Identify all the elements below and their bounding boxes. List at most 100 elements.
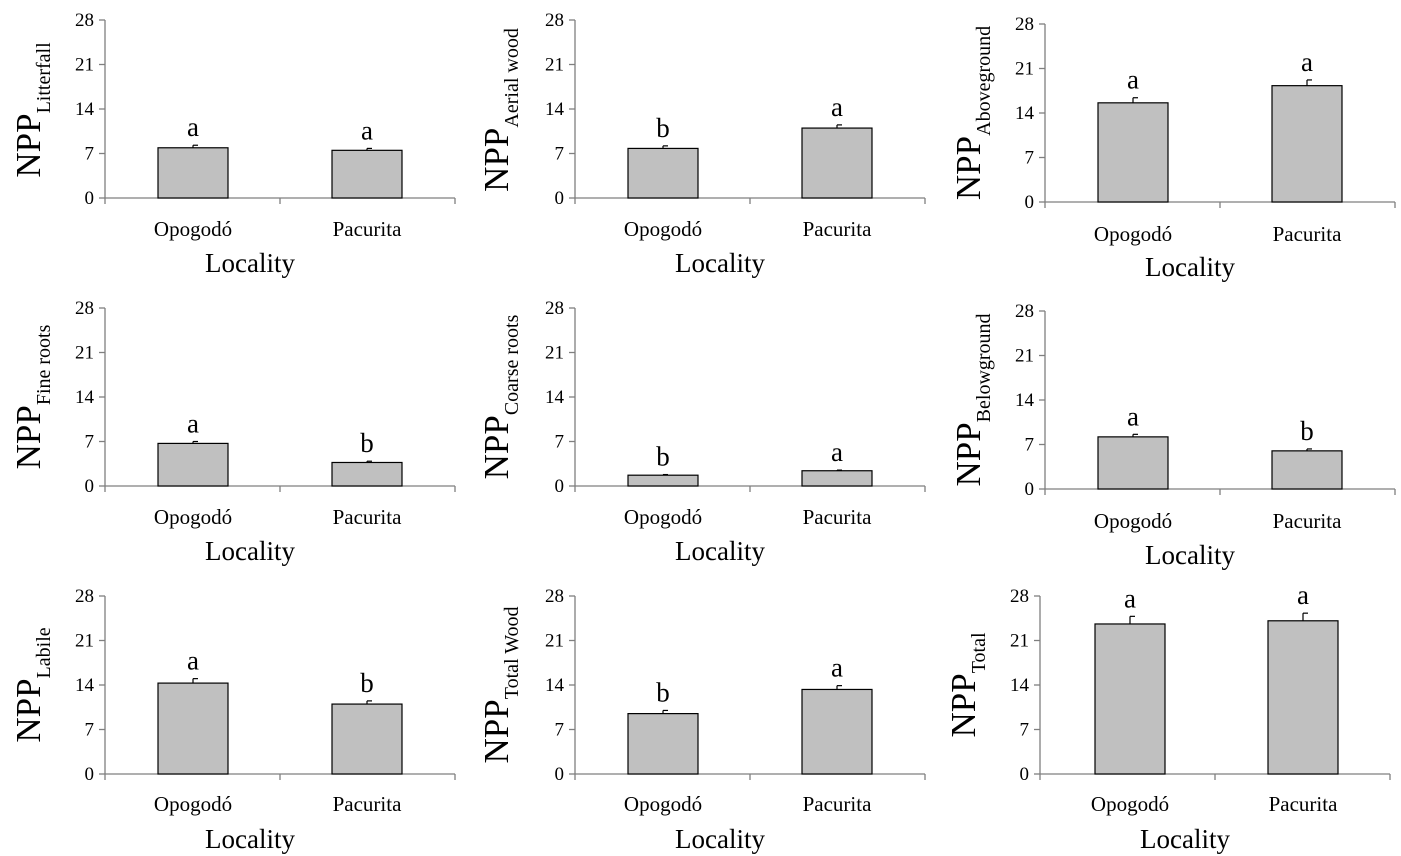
y-axis-title-main: NPP: [477, 128, 516, 192]
x-axis-title: Locality: [675, 824, 765, 854]
y-axis-title-main: NPP: [477, 699, 516, 763]
significance-letter: a: [1127, 401, 1139, 431]
bar-opogodó: [627, 713, 699, 775]
y-tick-label: 0: [555, 764, 565, 785]
chart-panel-1: 0 7 14 21 28 a Opogodó a Pacurita Locality NPPLitt…: [9, 10, 456, 278]
category-label: Opogodó: [1094, 509, 1172, 533]
significance-letter: a: [187, 112, 199, 142]
y-axis-title-subscript: Total Wood: [501, 607, 523, 700]
significance-letter: a: [1127, 65, 1139, 95]
significance-letter: b: [360, 668, 374, 698]
category-label: Pacurita: [803, 792, 872, 816]
y-axis-title-subscript: Labile: [33, 627, 55, 678]
y-tick-label: 14: [545, 387, 565, 408]
y-tick-label: 0: [1020, 764, 1030, 785]
category-label: Pacurita: [333, 505, 402, 529]
significance-letter: b: [1300, 416, 1314, 446]
bar-opogodó: [1097, 436, 1169, 490]
significance-letter: a: [831, 437, 843, 467]
category-label: Pacurita: [1273, 222, 1342, 246]
y-axis-title: NPPBelowground: [949, 313, 995, 486]
y-tick-label: 21: [545, 55, 564, 76]
category-label: Pacurita: [1273, 509, 1342, 533]
category-label: Opogodó: [1094, 222, 1172, 246]
significance-letter: a: [1124, 583, 1136, 613]
y-tick-label: 28: [545, 586, 564, 607]
significance-letter: b: [360, 428, 374, 458]
y-axis-title: NPPAerial wood: [477, 28, 523, 192]
y-tick-label: 28: [1015, 301, 1034, 322]
y-tick-label: 14: [545, 675, 565, 696]
y-tick-label: 0: [1025, 479, 1035, 500]
significance-letter: a: [1297, 580, 1309, 610]
y-axis-title: NPPFine roots: [9, 324, 55, 469]
category-label: Opogodó: [624, 792, 702, 816]
category-label: Pacurita: [803, 217, 872, 241]
category-label: Opogodó: [154, 217, 232, 241]
chart-panel-9: 0 7 14 21 28 a Opogodó a Pacurita Locality NPPTota…: [944, 580, 1391, 854]
y-tick-label: 28: [1010, 586, 1029, 607]
y-tick-label: 28: [545, 10, 564, 31]
significance-letter: b: [656, 442, 670, 472]
significance-letter: a: [1301, 47, 1313, 77]
y-axis-title-main: NPP: [477, 415, 516, 479]
y-tick-label: 7: [1020, 720, 1030, 741]
y-axis-title-subscript: Belowground: [973, 313, 995, 422]
bar-pacurita: [1271, 85, 1343, 203]
chart-panel-2: 0 7 14 21 28 b Opogodó a Pacurita Locality NPPAeri…: [477, 10, 926, 278]
y-axis-title-subscript: Aboveground: [973, 26, 995, 136]
y-tick-label: 14: [75, 99, 95, 120]
y-tick-label: 28: [75, 586, 94, 607]
y-tick-label: 0: [85, 188, 95, 209]
y-tick-label: 21: [1015, 59, 1034, 80]
significance-letter: a: [187, 646, 199, 676]
y-tick-label: 21: [545, 343, 564, 364]
y-tick-label: 7: [85, 144, 95, 165]
significance-letter: b: [656, 113, 670, 143]
y-axis-title-subscript: Aerial wood: [501, 28, 523, 127]
category-label: Pacurita: [333, 217, 402, 241]
bar-pacurita: [1271, 450, 1343, 490]
bar-opogodó: [157, 442, 229, 487]
bar-pacurita: [331, 461, 403, 487]
significance-letter: b: [656, 677, 670, 707]
y-axis-title-main: NPP: [949, 136, 988, 200]
y-tick-label: 21: [75, 55, 94, 76]
y-axis-title: NPPTotal Wood: [477, 607, 523, 764]
y-tick-label: 7: [555, 144, 565, 165]
y-tick-label: 14: [75, 387, 95, 408]
x-axis-title: Locality: [1145, 540, 1235, 570]
y-tick-label: 28: [1015, 14, 1034, 35]
category-label: Opogodó: [154, 505, 232, 529]
significance-letter: a: [187, 409, 199, 439]
y-tick-label: 0: [555, 188, 565, 209]
y-tick-label: 21: [545, 631, 564, 652]
bar-opogodó: [1094, 623, 1166, 775]
y-tick-label: 14: [1015, 103, 1035, 124]
x-axis-title: Locality: [1145, 252, 1235, 282]
y-tick-label: 21: [1010, 631, 1029, 652]
y-axis-title: NPPCoarse roots: [477, 314, 523, 479]
y-tick-label: 14: [75, 675, 95, 696]
x-axis-title: Locality: [205, 824, 295, 854]
category-label: Pacurita: [1269, 792, 1338, 816]
chart-panel-7: 0 7 14 21 28 a Opogodó b Pacurita Locality NPPLabi…: [9, 586, 456, 854]
y-axis-title-subscript: Litterfall: [33, 42, 55, 114]
category-label: Opogodó: [624, 505, 702, 529]
bar-pacurita: [801, 688, 873, 775]
y-tick-label: 14: [1015, 390, 1035, 411]
y-tick-label: 28: [75, 10, 94, 31]
y-axis-title-main: NPP: [944, 673, 983, 737]
y-tick-label: 21: [75, 631, 94, 652]
y-axis-title: NPPAboveground: [949, 26, 995, 200]
x-axis-title: Locality: [675, 248, 765, 278]
y-axis-title-main: NPP: [9, 113, 48, 177]
y-tick-label: 28: [75, 298, 94, 319]
x-axis-title: Locality: [205, 536, 295, 566]
chart-panel-5: 0 7 14 21 28 b Opogodó a Pacurita Locality NPPCoar…: [477, 298, 926, 566]
y-tick-label: 7: [555, 720, 565, 741]
bar-pacurita: [801, 127, 873, 199]
y-tick-label: 21: [75, 343, 94, 364]
y-tick-label: 14: [1010, 675, 1030, 696]
